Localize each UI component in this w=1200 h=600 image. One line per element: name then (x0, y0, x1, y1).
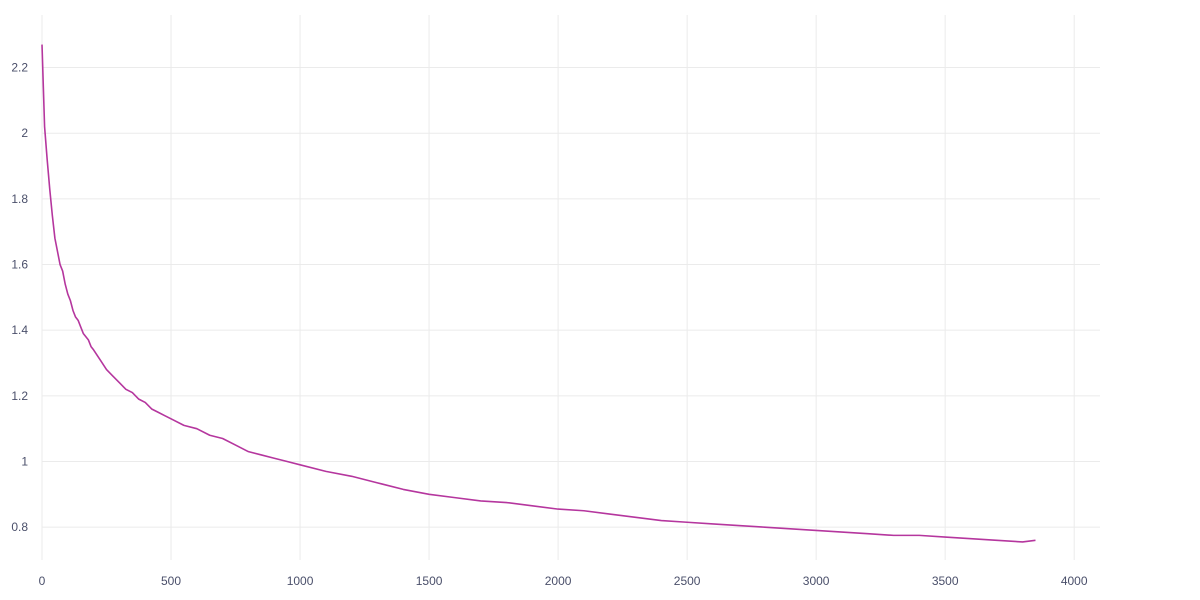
x-axis-ticks: 0 500 1000 1500 2000 2500 3000 3500 4000 (39, 574, 1088, 588)
x-tick-label: 0 (39, 574, 46, 588)
y-tick-label: 1.6 (11, 258, 28, 272)
y-tick-label: 2 (21, 126, 28, 140)
series-layer (41, 44, 1036, 543)
y-tick-label: 1.2 (11, 389, 28, 403)
y-axis-ticks: 0.8 1 1.2 1.4 1.6 1.8 2 2.2 (11, 61, 28, 535)
x-tick-label: 4000 (1061, 574, 1088, 588)
x-tick-label: 2000 (545, 574, 572, 588)
grid-lines (41, 15, 1100, 560)
x-tick-label: 500 (161, 574, 181, 588)
y-tick-label: 1 (21, 455, 28, 469)
y-tick-label: 1.8 (11, 192, 28, 206)
y-tick-label: 2.2 (11, 61, 28, 75)
x-tick-label: 1000 (287, 574, 314, 588)
x-tick-label: 3500 (932, 574, 959, 588)
series-line-0 (41, 44, 1036, 543)
x-tick-label: 1500 (416, 574, 443, 588)
x-tick-label: 3000 (803, 574, 830, 588)
x-tick-label: 2500 (674, 574, 701, 588)
y-tick-label: 0.8 (11, 520, 28, 534)
y-tick-label: 1.4 (11, 323, 28, 337)
